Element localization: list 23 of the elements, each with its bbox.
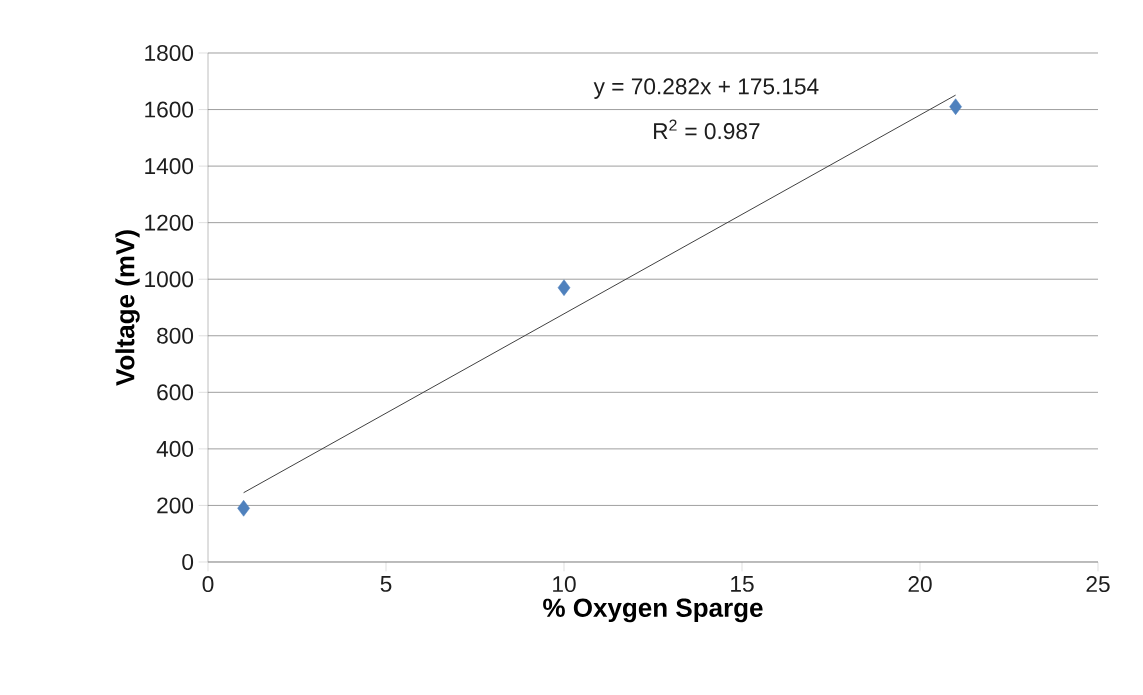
y-tick-label: 1200 xyxy=(145,214,194,231)
y-tick-label: 1600 xyxy=(145,101,194,118)
y-tick-label: 1800 xyxy=(145,44,194,62)
annotation: y = 70.282x + 175.154 xyxy=(593,78,819,99)
x-tick-label: 5 xyxy=(380,576,392,592)
x-axis-title: % Oxygen Sparge xyxy=(543,598,763,623)
y-axis-title: Voltage (mV) xyxy=(115,230,140,386)
x-tick-label: 10 xyxy=(553,576,576,593)
x-tick-label: 20 xyxy=(908,576,932,593)
x-tick-label: 25 xyxy=(1086,576,1110,593)
point xyxy=(237,499,250,517)
point xyxy=(557,279,571,296)
y-tick-label: 400 xyxy=(156,440,194,457)
y-tick-label: 800 xyxy=(157,327,194,344)
annotation: R$^{2}$ = 0.987 xyxy=(654,119,760,140)
y-tick-label: 1400 xyxy=(145,158,194,175)
x-tick-label: 0 xyxy=(202,576,214,593)
x-tick-label: 15 xyxy=(731,576,754,592)
y-tick-label: 200 xyxy=(157,497,194,514)
point xyxy=(949,98,962,115)
y-tick-label: 0 xyxy=(182,553,194,571)
y-tick-label: 600 xyxy=(157,384,194,401)
y-tick-label: 1000 xyxy=(145,271,194,288)
